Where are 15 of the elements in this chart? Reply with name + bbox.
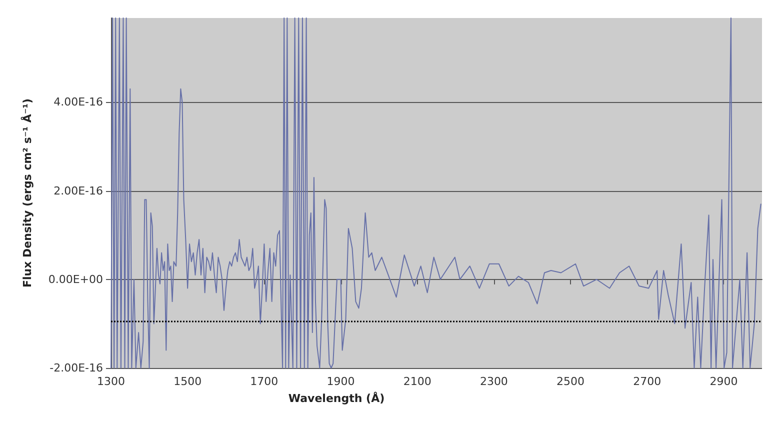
x-tick-label: 1900 <box>326 375 355 388</box>
y-tick-label: 2.00E-16 <box>54 184 103 198</box>
y-tick-label: 4.00E-16 <box>54 96 103 109</box>
x-tick-label: 1700 <box>250 375 278 388</box>
x-axis-title: Wavelength (Å) <box>288 391 385 405</box>
x-tick-label: 1300 <box>97 375 125 388</box>
x-tick-label: 2500 <box>556 375 585 388</box>
x-tick-label: 2100 <box>403 375 432 388</box>
x-tick-label: 2900 <box>710 375 738 388</box>
y-tick-label: 0.00E+00 <box>48 272 103 286</box>
x-tick-label: 2700 <box>633 375 662 388</box>
y-axis-title: Flux Density (ergs cm² s⁻¹ Å⁻¹) <box>20 98 34 288</box>
x-tick-label: 1500 <box>174 375 202 388</box>
x-tick-label: 2300 <box>480 375 508 388</box>
y-tick-label: -2.00E-16 <box>50 362 103 374</box>
